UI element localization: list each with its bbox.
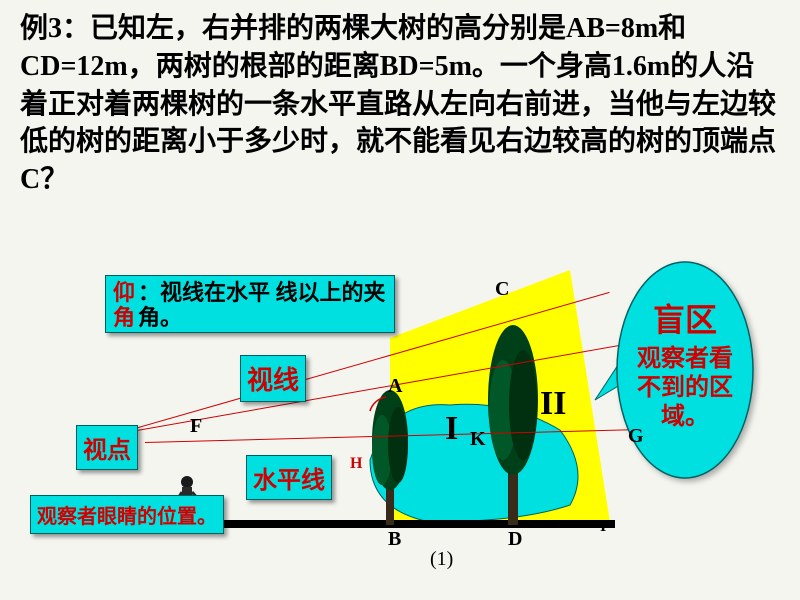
elevation-callout: 仰 角 ：视线在水平 线以上的夹角。 bbox=[105, 275, 395, 333]
label-A: A bbox=[388, 375, 402, 398]
sight-line-label: 视线 bbox=[240, 355, 306, 402]
label-K: K bbox=[470, 428, 486, 451]
label-C: C bbox=[495, 278, 509, 301]
region-2: II bbox=[540, 385, 566, 423]
horizon-label: 水平线 bbox=[246, 455, 332, 500]
label-I: I bbox=[600, 518, 606, 536]
diagram: 仰 角 ：视线在水平 线以上的夹角。 视线 视点 水平线 观察者眼睛的位置。 盲… bbox=[30, 270, 770, 590]
label-F: F bbox=[190, 415, 202, 438]
blind-text: 观察者看不到的区域。 bbox=[630, 345, 740, 431]
blind-zone-content: 盲区 观察者看不到的区域。 bbox=[630, 295, 740, 431]
elev-l2: 角 bbox=[113, 305, 135, 330]
label-D: D bbox=[508, 528, 522, 551]
elev-text: ：视线在水平 线以上的夹角。 bbox=[138, 280, 388, 331]
observer-eye-label: 观察者眼睛的位置。 bbox=[30, 495, 224, 534]
label-B: B bbox=[388, 528, 401, 551]
elev-l1: 仰 bbox=[113, 280, 135, 305]
blind-title: 盲区 bbox=[630, 295, 740, 341]
fig-label: (1) bbox=[430, 548, 453, 571]
label-G: G bbox=[628, 425, 644, 448]
viewpoint-label: 视点 bbox=[76, 425, 138, 470]
label-H: H bbox=[350, 455, 362, 473]
region-1: I bbox=[445, 410, 458, 448]
problem-text: 例3：已知左，右并排的两棵大树的高分别是AB=8m和CD=12m，两树的根部的距… bbox=[0, 0, 800, 204]
tree-right bbox=[485, 325, 540, 525]
